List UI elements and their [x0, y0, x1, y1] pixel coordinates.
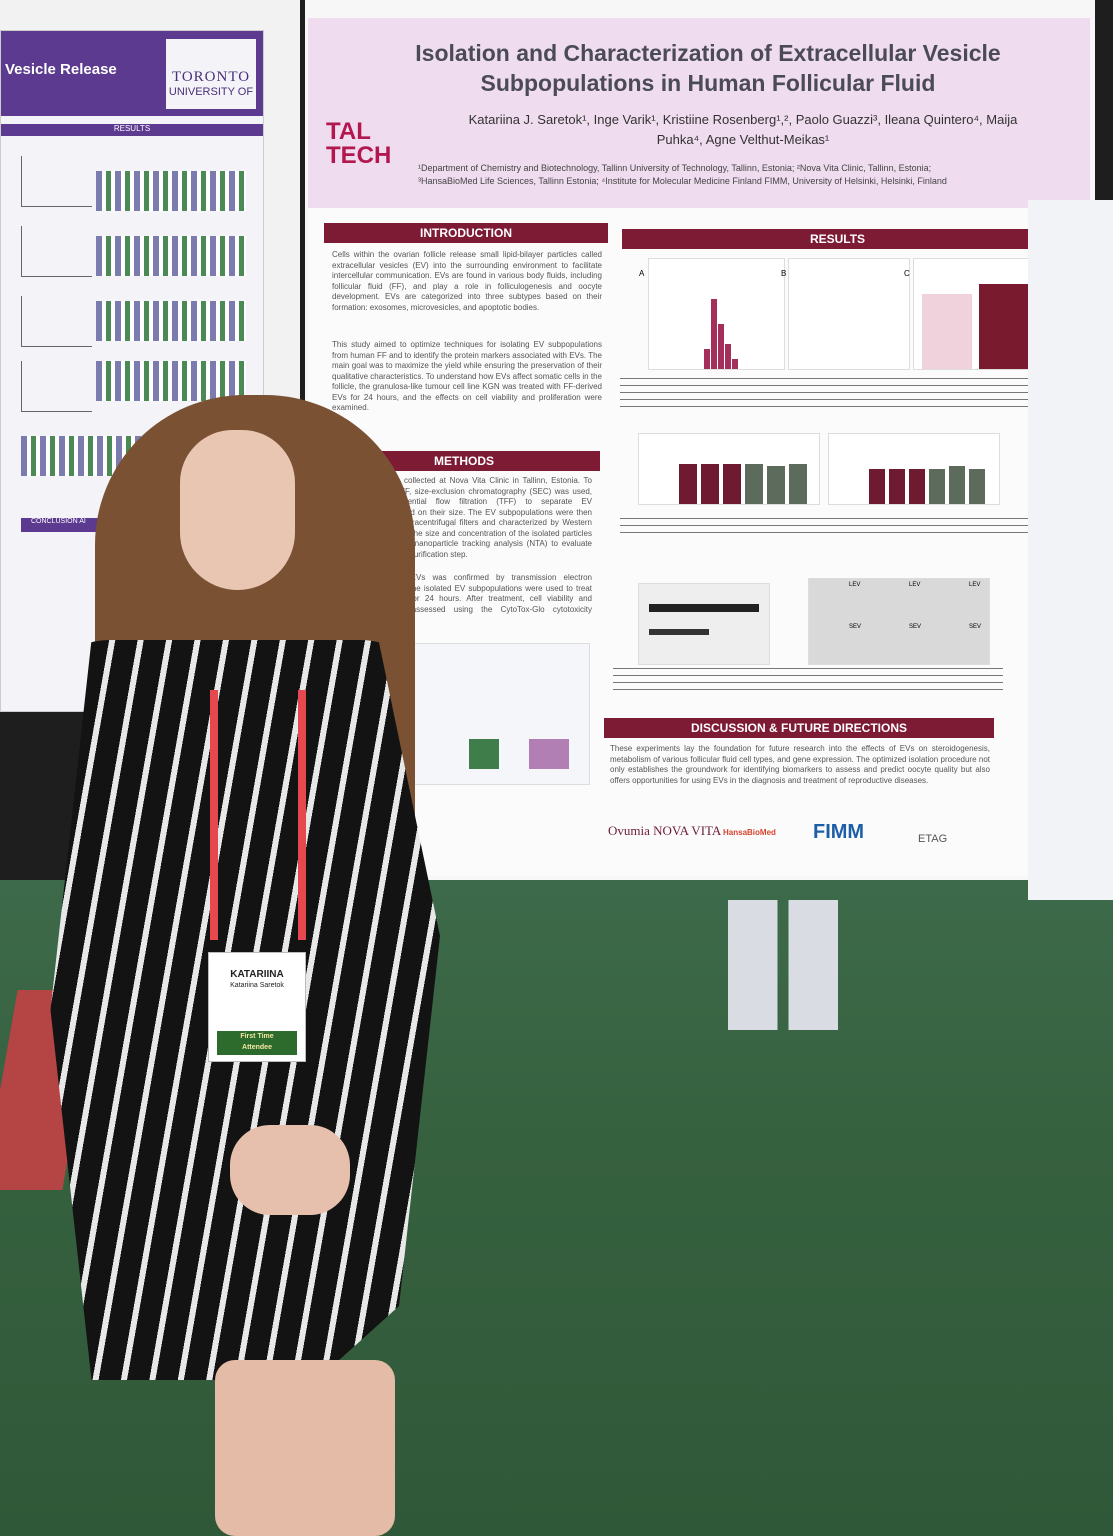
fimm-logo: FIMM — [813, 821, 865, 843]
tem-label: LEV — [909, 582, 921, 588]
discussion-text: These experiments lay the foundation for… — [610, 744, 990, 785]
university-name: TORONTO — [171, 69, 251, 85]
left-poster-line-chart — [21, 296, 92, 347]
right-poster — [1028, 200, 1113, 900]
introduction-text-2: This study aimed to optimize techniques … — [332, 340, 602, 412]
poster-title-line2: Subpopulations in Human Follicular Fluid — [480, 70, 936, 96]
chart-bar — [767, 466, 785, 504]
histogram-bar — [718, 324, 724, 369]
first-time-attendee-ribbon: First Time Attendee — [217, 1031, 297, 1055]
taltech-logo-line2: TECH — [326, 142, 392, 169]
figure-label-c: C — [904, 269, 910, 278]
filter-illustration — [469, 739, 499, 769]
poster-authors: Katariina J. Saretok¹, Inge Varik¹, Kris… — [428, 110, 1058, 150]
left-poster-results-bar: RESULTS — [1, 124, 263, 136]
authors-line2: Puhka⁴, Agne Velthut-Meikas¹ — [656, 132, 830, 147]
chart-bar — [969, 469, 985, 504]
discussion-heading: DISCUSSION & FUTURE DIRECTIONS — [604, 718, 994, 738]
tem-label: SEV — [909, 624, 922, 630]
histogram-bar — [704, 349, 710, 369]
chart-bar — [909, 469, 925, 504]
red-lanyard — [210, 690, 306, 940]
person-hands — [230, 1125, 350, 1215]
nta-histogram-figure: A — [639, 258, 785, 370]
tem-label: LEV — [849, 582, 861, 588]
etag-logo: ETAG — [918, 833, 948, 845]
chart-bar — [723, 464, 741, 504]
left-poster-bar-chart — [96, 236, 246, 276]
nta-scatter-figure: B — [781, 258, 910, 370]
tem-label: SEV — [849, 624, 862, 630]
university-logo: TORONTO UNIVERSITY OF — [166, 39, 256, 109]
chart-bar — [701, 464, 719, 504]
histogram-bar — [725, 344, 731, 369]
left-poster-title: Vesicle Release — [5, 61, 117, 78]
taltech-logo-line1: TAL — [326, 118, 371, 145]
tem-images-figure: LEV LEV LEV SEV SEV SEV — [808, 578, 990, 665]
chart-bar — [949, 466, 965, 504]
taltech-logo: TAL TECH — [326, 120, 391, 168]
left-poster-bar-chart — [96, 171, 246, 211]
sev-bar — [922, 294, 972, 369]
poster-title: Isolation and Characterization of Extrac… — [368, 38, 1048, 98]
left-poster-line-chart — [21, 226, 92, 277]
affiliations-line2: ³HansaBioMed Life Sciences, Tallinn Esto… — [418, 176, 947, 186]
introduction-heading: INTRODUCTION — [324, 223, 608, 243]
university-prefix: UNIVERSITY OF — [168, 86, 254, 98]
person-face — [180, 430, 295, 590]
viability-bar-chart — [638, 433, 820, 505]
left-poster-line-chart — [21, 361, 92, 412]
tem-label: SEV — [969, 624, 982, 630]
blot-band — [649, 629, 709, 635]
affiliations-line1: ¹Department of Chemistry and Biotechnolo… — [418, 163, 932, 173]
methods-heading: METHODS — [328, 451, 600, 471]
ribbon-line1: First Time — [240, 1033, 274, 1040]
left-poster-line-chart — [21, 156, 92, 207]
histogram-bar — [732, 359, 738, 369]
left-poster-board: Vesicle Release TORONTO UNIVERSITY OF RE… — [0, 0, 300, 712]
hansabiomed-logo: HansaBioMed — [723, 828, 776, 837]
figure1-caption — [620, 378, 1050, 408]
figure-label-b: B — [781, 269, 787, 278]
name-badge: KATARIINA Katariina Saretok First Time A… — [208, 952, 306, 1062]
poster-title-line1: Isolation and Characterization of Extrac… — [415, 40, 1001, 66]
chart-bar — [869, 469, 885, 504]
figure2-caption — [620, 518, 1050, 538]
left-poster-bar-chart — [96, 361, 246, 401]
badge-first-name: KATARIINA — [230, 969, 284, 980]
proliferation-bar-chart — [828, 433, 1000, 505]
chart-bar — [679, 464, 697, 504]
introduction-text: Cells within the ovarian follicle releas… — [332, 250, 602, 312]
chart-bar — [789, 464, 807, 504]
poster-header: Isolation and Characterization of Extrac… — [308, 18, 1090, 208]
main-poster: Isolation and Characterization of Extrac… — [308, 18, 1090, 876]
left-poster-bar-chart — [96, 301, 246, 341]
lev-bar — [979, 284, 1029, 369]
ribbon-line2: Attendee — [242, 1044, 272, 1051]
results-heading: RESULTS — [622, 229, 1053, 249]
chart-bar — [889, 469, 905, 504]
figure-label-a: A — [639, 269, 645, 278]
figure3-caption — [613, 668, 1003, 692]
poster-affiliations: ¹Department of Chemistry and Biotechnolo… — [418, 162, 1058, 188]
person-legs — [215, 1360, 395, 1536]
badge-full-name: Katariina Saretok — [230, 982, 284, 989]
background-person-legs — [728, 900, 838, 1030]
left-poster-header: Vesicle Release TORONTO UNIVERSITY OF — [1, 31, 263, 116]
histogram-bar — [711, 299, 717, 369]
nova-vita-logo: Ovumia NOVA VITA — [608, 823, 722, 838]
chart-bar — [745, 464, 763, 504]
plate-illustration — [529, 739, 569, 769]
chart-bar — [929, 469, 945, 504]
tem-label: LEV — [969, 582, 981, 588]
concentration-bar-figure: C — [904, 258, 1045, 370]
authors-line1: Katariina J. Saretok¹, Inge Varik¹, Kris… — [468, 112, 1018, 127]
western-blot-figure — [638, 583, 770, 665]
blot-band — [649, 604, 759, 612]
